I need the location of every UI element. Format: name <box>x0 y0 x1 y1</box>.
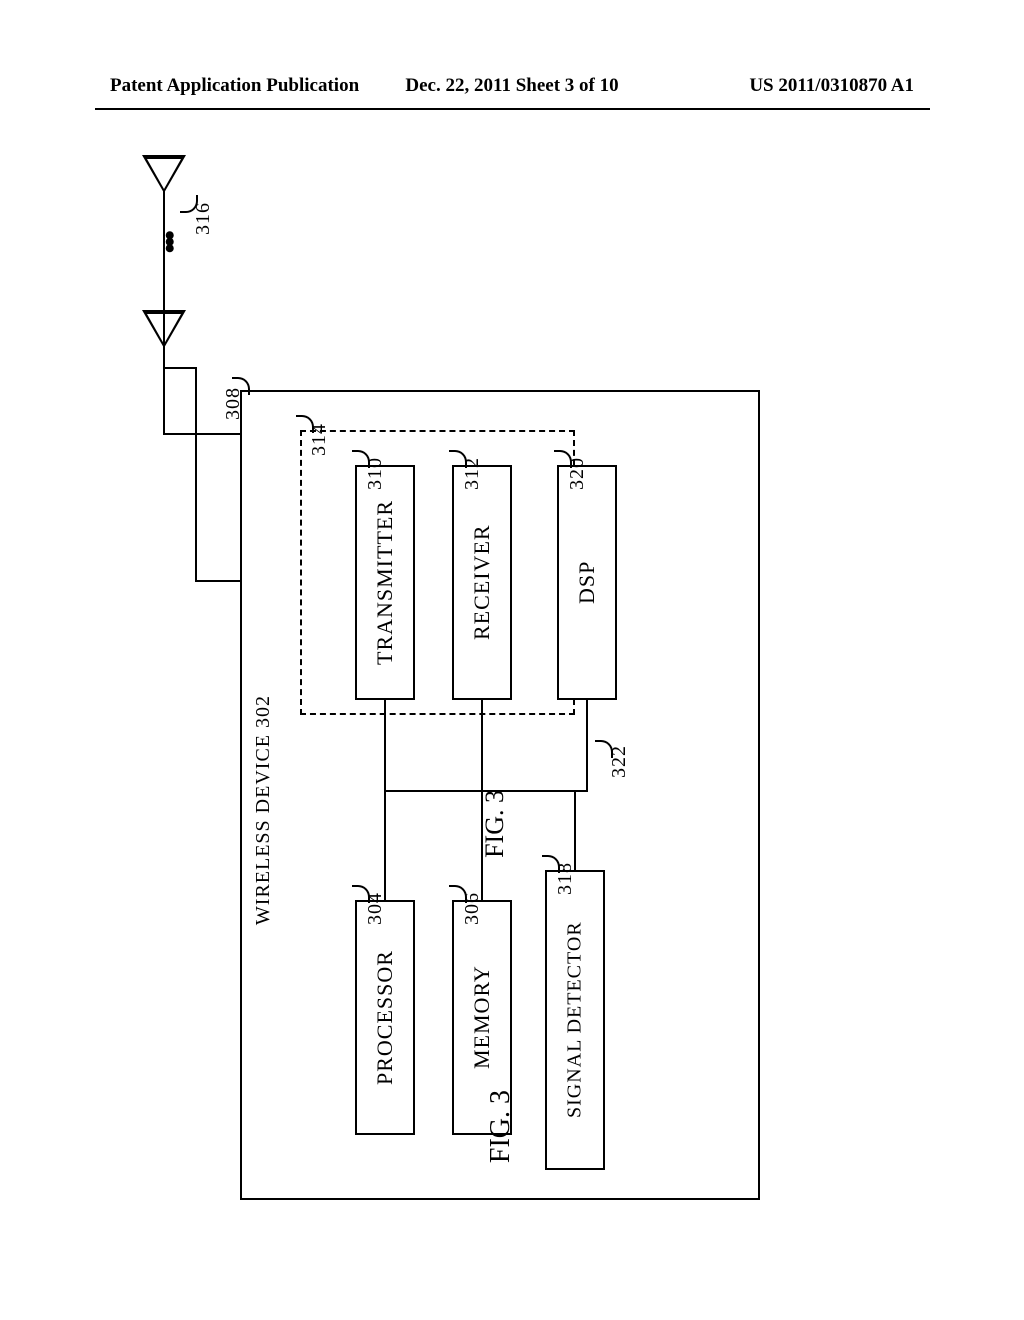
header-rule <box>95 108 930 110</box>
bus-stub <box>574 790 576 870</box>
wire <box>165 367 197 369</box>
header-left: Patent Application Publication <box>110 75 385 97</box>
antenna-1 <box>142 155 186 193</box>
transmitter-label: TRANSMITTER <box>357 467 413 698</box>
dsp-block: DSP <box>557 465 617 700</box>
processor-label: PROCESSOR <box>357 902 413 1133</box>
antenna-ellipsis: ••• <box>152 230 186 250</box>
signal-detector-block: SIGNAL DETECTOR <box>545 870 605 1170</box>
processor-block: PROCESSOR <box>355 900 415 1135</box>
receiver-label: RECEIVER <box>454 467 510 698</box>
signal-detector-label: SIGNAL DETECTOR <box>547 872 603 1168</box>
page-header: Patent Application Publication Dec. 22, … <box>0 75 1024 97</box>
bus-stub <box>384 700 386 790</box>
wire <box>195 367 197 582</box>
figure-caption: FIG. 3 <box>480 790 510 858</box>
bus-stub <box>384 790 386 900</box>
header-right: US 2011/0310870 A1 <box>639 75 914 97</box>
receiver-block: RECEIVER <box>452 465 512 700</box>
dsp-label: DSP <box>559 467 615 698</box>
bus-stub <box>481 714 483 716</box>
wire <box>163 215 165 434</box>
leader-308 <box>232 377 250 395</box>
bus-stub <box>586 700 588 790</box>
block-diagram: ••• 316 WIRELESS DEVICE 302 308 314 TRAN… <box>130 140 880 1240</box>
transmitter-block: TRANSMITTER <box>355 465 415 700</box>
transceiver-group <box>300 430 575 715</box>
bus-line-ext <box>574 790 588 792</box>
figure-caption-main: FIG. 3 <box>485 1090 517 1163</box>
header-middle: Dec. 22, 2011 Sheet 3 of 10 <box>385 75 638 97</box>
device-title: WIRELESS DEVICE 302 <box>252 695 275 925</box>
